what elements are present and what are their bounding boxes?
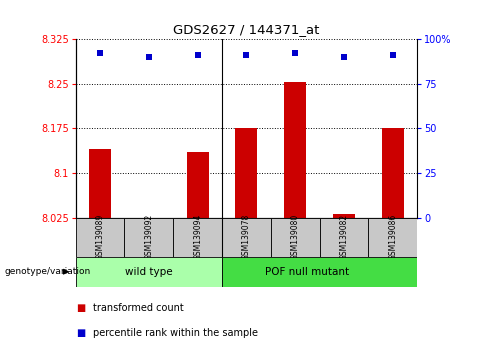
Bar xyxy=(89,149,111,218)
Point xyxy=(340,54,348,59)
Bar xyxy=(368,218,417,257)
Text: GSM139092: GSM139092 xyxy=(144,214,153,260)
Point xyxy=(389,52,397,58)
Text: GSM139078: GSM139078 xyxy=(242,214,251,260)
Title: GDS2627 / 144371_at: GDS2627 / 144371_at xyxy=(173,23,320,36)
Bar xyxy=(222,257,417,287)
Bar xyxy=(138,218,160,219)
Text: GSM139086: GSM139086 xyxy=(388,214,397,260)
Point xyxy=(291,50,299,56)
Bar xyxy=(285,82,306,218)
Bar xyxy=(222,218,271,257)
Bar xyxy=(271,218,320,257)
Bar xyxy=(124,218,173,257)
Bar xyxy=(187,152,209,218)
Point xyxy=(96,50,104,56)
Point xyxy=(194,52,202,58)
Bar xyxy=(76,218,124,257)
Text: percentile rank within the sample: percentile rank within the sample xyxy=(93,328,258,338)
Text: GSM139094: GSM139094 xyxy=(193,214,202,261)
Bar xyxy=(333,213,355,218)
Bar xyxy=(320,218,368,257)
Bar xyxy=(236,129,258,218)
Bar xyxy=(76,257,222,287)
Text: GSM139082: GSM139082 xyxy=(340,214,348,260)
Bar xyxy=(382,129,404,218)
Text: POF null mutant: POF null mutant xyxy=(265,267,349,277)
Point xyxy=(145,54,153,59)
Text: genotype/variation: genotype/variation xyxy=(5,267,91,276)
Text: ■: ■ xyxy=(76,328,85,338)
Text: GSM139089: GSM139089 xyxy=(96,214,104,260)
Bar xyxy=(173,218,222,257)
Text: ■: ■ xyxy=(76,303,85,313)
Text: GSM139080: GSM139080 xyxy=(291,214,300,260)
Text: transformed count: transformed count xyxy=(93,303,183,313)
Text: wild type: wild type xyxy=(125,267,173,277)
Point xyxy=(243,52,250,58)
